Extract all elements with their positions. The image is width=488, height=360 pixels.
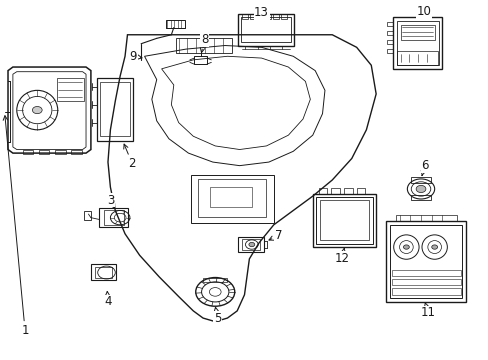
Bar [257, 14, 263, 19]
Bar [83, 211, 91, 220]
Bar [249, 14, 255, 19]
Bar [356, 188, 365, 194]
Bar [400, 25, 434, 40]
Circle shape [403, 245, 408, 249]
Bar [386, 49, 392, 53]
Bar [95, 267, 112, 278]
Text: 13: 13 [254, 6, 268, 19]
Bar [57, 78, 83, 101]
Bar [99, 208, 128, 227]
Bar [194, 56, 206, 64]
Bar [312, 194, 375, 247]
Bar [203, 278, 227, 282]
Bar [241, 17, 291, 42]
Bar [386, 22, 392, 26]
Bar [91, 264, 116, 280]
Bar [238, 14, 294, 46]
Bar [238, 237, 263, 252]
Bar [198, 179, 266, 217]
Bar [265, 14, 271, 19]
Bar [410, 195, 430, 201]
Text: 5: 5 [214, 307, 221, 325]
Bar [386, 40, 392, 44]
Bar [316, 197, 372, 244]
Text: 6: 6 [420, 159, 428, 176]
Text: 1: 1 [3, 116, 29, 337]
Bar [319, 200, 368, 239]
Bar [392, 17, 441, 69]
Text: 2: 2 [123, 144, 136, 170]
Bar [190, 175, 273, 223]
Circle shape [415, 185, 425, 193]
Bar [39, 149, 49, 154]
Text: 3: 3 [106, 194, 115, 208]
Bar [386, 31, 392, 35]
Bar [281, 14, 286, 19]
Bar [385, 221, 466, 302]
Bar [318, 188, 327, 194]
Bar [273, 14, 279, 19]
Text: 9: 9 [129, 50, 142, 63]
Text: 4: 4 [104, 291, 111, 309]
Bar [242, 239, 259, 250]
Text: 7: 7 [268, 229, 282, 242]
Bar [242, 14, 247, 19]
Bar [97, 78, 133, 140]
Bar [104, 211, 123, 225]
Bar [391, 288, 460, 295]
Bar [389, 225, 462, 298]
Bar [391, 270, 460, 276]
Bar [166, 21, 184, 28]
Bar [55, 149, 65, 154]
Bar [100, 82, 130, 136]
Bar [396, 51, 437, 64]
Bar [210, 187, 251, 207]
Circle shape [431, 245, 437, 249]
Text: 10: 10 [416, 5, 430, 18]
Text: 12: 12 [334, 248, 349, 265]
Circle shape [248, 242, 254, 247]
Bar [395, 215, 456, 221]
Text: 8: 8 [200, 33, 208, 53]
Bar [391, 279, 460, 285]
Text: 11: 11 [420, 303, 435, 319]
Bar [330, 188, 339, 194]
Bar [410, 177, 430, 183]
Bar [176, 39, 232, 53]
Bar [396, 21, 438, 64]
Bar [343, 188, 352, 194]
Bar [71, 149, 81, 154]
Circle shape [32, 107, 42, 114]
Bar [22, 149, 33, 154]
